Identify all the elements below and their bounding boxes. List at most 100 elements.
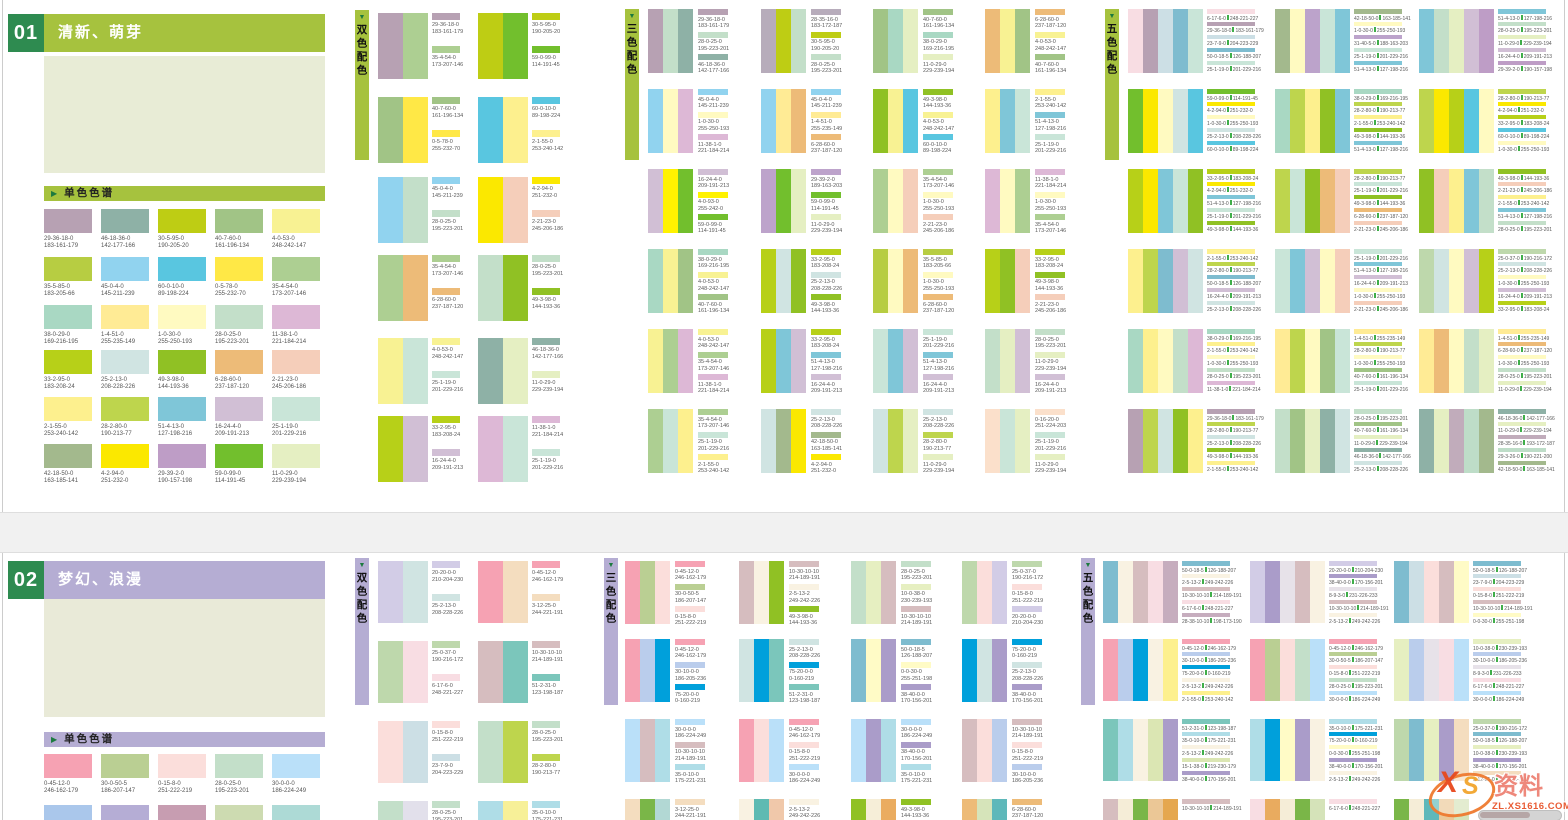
quint-legend-code: 16-24-4-0 209-191-213	[1354, 280, 1409, 288]
trio-legend-chip	[901, 684, 931, 690]
quint-strip	[1424, 719, 1439, 781]
duo-legend-rgb: 251-222-219	[432, 737, 464, 743]
trio-legend-cmyk: 45-0-4-0	[811, 96, 832, 103]
triangle-down-icon: ▼	[1084, 562, 1092, 569]
trio-legend-chip	[1035, 409, 1065, 415]
trio-legend-chip	[923, 111, 953, 118]
duo-legend-rgb: 210-204-230	[432, 577, 464, 583]
trio-legend-chip	[811, 134, 841, 140]
mono-swatch-cmyk: 2-21-23-0	[272, 377, 299, 383]
duo-strip	[478, 561, 503, 623]
duo-strip	[503, 255, 528, 321]
quint-strip	[1158, 169, 1173, 233]
mono-swatch-cmyk: 25-1-19-0	[272, 424, 299, 430]
trio-legend-rgb: 195-223-201	[1035, 343, 1067, 349]
trio-legend-rgb: 190-213-77	[923, 445, 952, 452]
quint-strip	[1265, 561, 1280, 623]
quint-legend-chip	[1207, 60, 1255, 66]
trio-legend-rgb: 0-160-219	[1012, 653, 1038, 659]
quint-strip	[1434, 89, 1449, 153]
code-separator-icon	[1229, 213, 1232, 219]
duo-strip	[503, 177, 528, 243]
quint-legend-chip	[1207, 101, 1255, 107]
trio-strip	[791, 249, 806, 313]
duo-legend-rgb: 253-240-142	[532, 146, 564, 152]
quint-legend-code: 11-0-29-0 229-239-194	[1354, 440, 1408, 448]
section-01-quint-label: ▼ 五色配色	[1105, 9, 1119, 160]
duo-legend-chip	[432, 801, 460, 808]
mono-swatch-chip	[215, 305, 263, 329]
mono-swatch-rgb: 251-232-0	[101, 478, 129, 484]
quint-legend-code: 4-2-94-0 251-232-0	[1498, 107, 1544, 115]
quint-strip	[1250, 799, 1265, 820]
code-separator-icon	[1501, 605, 1504, 611]
quint-legend-chip	[1207, 300, 1255, 306]
trio-legend-rgb: 186-205-236	[675, 675, 707, 682]
quint-strip	[1265, 719, 1280, 781]
code-separator-icon	[1201, 750, 1204, 756]
trio-legend-rgb: 255-235-149	[811, 125, 843, 132]
quint-legend-code: 40-7-60-0 161-196-134	[1354, 427, 1409, 435]
quint-legend-chip	[1329, 719, 1377, 724]
trio-legend-rgb: 208-228-226	[811, 285, 843, 292]
quint-legend-code: 23-7-9-0 204-223-229	[1207, 40, 1259, 48]
duo-strip	[478, 801, 503, 820]
trio-legend-rgb: 214-189-191	[675, 755, 707, 762]
trio-legend-rgb: 248-242-147	[698, 343, 730, 349]
code-separator-icon	[1520, 40, 1523, 46]
code-separator-icon	[1229, 280, 1232, 286]
quint-legend-chip	[1498, 169, 1546, 174]
trio-legend-chip	[789, 639, 819, 645]
quint-legend-chip	[1207, 447, 1255, 453]
quint-legend-chip	[1354, 421, 1402, 427]
section-02-mono-header: ▶ 单色色谱	[44, 732, 325, 747]
trio-legend-rgb: 183-208-24	[811, 263, 840, 269]
quint-legend-chip	[1354, 354, 1402, 360]
quint-legend-chip	[1498, 21, 1546, 27]
trio-legend-rgb: 209-191-213	[1035, 388, 1067, 394]
duo-legend-cmyk: 6-28-60-0	[432, 297, 456, 303]
code-separator-icon	[1346, 592, 1349, 598]
quint-legend-chip	[1354, 409, 1402, 414]
trio-legend-chip	[811, 214, 841, 220]
duo-strip	[403, 721, 428, 783]
quint-legend-code: 1-0-30-0 255-250-193	[1354, 293, 1406, 301]
watermark-pill-inner	[1480, 812, 1530, 818]
mono-swatch-rgb: 195-223-201	[215, 339, 250, 345]
trio-legend-chip	[1035, 54, 1065, 60]
quint-legend-chip	[1498, 249, 1546, 254]
triangle-down-icon: ▼	[607, 562, 615, 569]
duo-legend-cmyk: 30-5-95-0	[532, 22, 556, 28]
duo-legend-rgb: 248-242-147	[432, 354, 464, 360]
trio-strip	[903, 409, 918, 473]
duo-legend-chip	[432, 371, 460, 378]
quint-strip	[1419, 249, 1434, 313]
quint-strip	[1335, 9, 1350, 73]
duo-legend-chip	[532, 801, 560, 808]
trio-legend-chip	[1012, 606, 1042, 612]
duo-legend-chip	[432, 46, 460, 53]
quint-legend-code: 30-0-0-0 186-224-249	[1473, 696, 1525, 704]
trio-strip	[640, 799, 655, 820]
trio-legend-cmyk: 75-20-0-0	[789, 669, 813, 675]
trio-strip	[791, 169, 806, 233]
trio-legend-rgb: 170-156-201	[901, 755, 933, 762]
trio-legend-chip	[923, 89, 953, 95]
quint-legend-code: 51-4-13-0 127-198-216	[1207, 200, 1262, 208]
quint-legend-chip	[1354, 287, 1402, 293]
code-separator-icon	[1495, 644, 1498, 650]
quint-legend-chip	[1473, 719, 1521, 724]
trio-strip	[903, 249, 918, 313]
quint-legend-chip	[1354, 101, 1402, 107]
quint-legend-code: 60-0-10-0 89-198-224	[1207, 146, 1259, 154]
quint-strip	[1148, 639, 1163, 701]
trio-strip	[663, 9, 678, 73]
quint-legend-chip	[1207, 367, 1255, 373]
trio-legend-cmyk: 10-30-10-10	[675, 749, 705, 755]
duo-legend-cmyk: 25-0-37-0	[432, 650, 456, 656]
trio-strip	[769, 561, 784, 624]
trio-strip	[625, 799, 640, 820]
code-separator-icon	[1373, 334, 1376, 340]
quint-strip	[1434, 169, 1449, 233]
trio-legend-cmyk: 4-2-94-0	[811, 461, 832, 468]
